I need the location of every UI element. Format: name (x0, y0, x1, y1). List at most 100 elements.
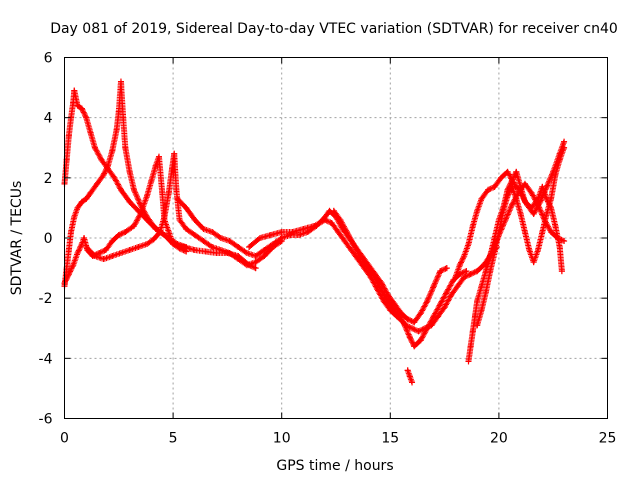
data-point (482, 262, 489, 269)
data-point (144, 213, 151, 220)
data-points (61, 78, 568, 386)
data-point (437, 268, 444, 275)
data-point (152, 162, 159, 169)
data-point (117, 186, 124, 193)
data-point (530, 210, 537, 217)
x-tick-label: 10 (273, 431, 291, 447)
data-point (131, 186, 138, 193)
data-point (71, 213, 78, 220)
data-point (174, 195, 181, 202)
data-point (261, 247, 268, 254)
data-point (102, 247, 109, 254)
data-point (554, 235, 561, 241)
data-point (406, 334, 413, 341)
data-point (150, 222, 157, 229)
data-point (322, 216, 329, 223)
data-point (150, 236, 157, 243)
data-point (226, 250, 233, 257)
data-point (311, 222, 318, 229)
data-point (104, 162, 111, 169)
data-point (502, 216, 509, 223)
data-point (348, 247, 355, 254)
data-point (441, 304, 448, 311)
data-point (137, 210, 144, 217)
series-track-12 (482, 180, 568, 269)
data-point (448, 292, 455, 299)
data-point (176, 245, 183, 252)
data-point (65, 247, 72, 254)
series-track-8 (404, 367, 416, 386)
data-point (508, 201, 515, 208)
data-point (450, 277, 457, 284)
data-point (191, 216, 198, 223)
data-point (415, 328, 422, 335)
data-point (122, 144, 129, 151)
data-point (409, 325, 416, 332)
data-point (452, 274, 459, 281)
data-point (126, 247, 133, 254)
data-point (83, 244, 90, 251)
data-point (435, 313, 442, 320)
data-point (109, 253, 116, 260)
x-tick-labels: 0 5 10 15 20 25 (60, 431, 616, 447)
data-point (411, 343, 418, 350)
data-point (417, 310, 424, 317)
data-point (191, 247, 198, 254)
series-track-7 (330, 207, 500, 335)
data-point (495, 231, 502, 238)
data-point (369, 271, 376, 278)
data-point (115, 108, 122, 115)
y-axis-label: SDTVAR / TECUs (9, 181, 25, 296)
data-point (515, 189, 522, 196)
data-point (83, 195, 90, 202)
data-point (135, 244, 142, 251)
data-point (70, 262, 77, 269)
data-point (552, 222, 559, 229)
x-tick-label: 20 (490, 431, 508, 447)
data-point (68, 228, 75, 235)
data-point (474, 322, 481, 329)
y-tick-label: 2 (44, 171, 53, 187)
data-point (165, 228, 172, 235)
data-point (256, 235, 263, 241)
series-track-5 (174, 195, 450, 326)
data-point (548, 228, 555, 235)
data-point (504, 192, 511, 199)
data-point (144, 241, 151, 248)
data-point (530, 259, 537, 266)
data-point (126, 198, 133, 205)
data-point (335, 228, 342, 235)
data-point (209, 244, 216, 251)
data-point (504, 168, 511, 175)
data-point (428, 322, 435, 329)
data-point (487, 268, 494, 275)
data-point (176, 216, 183, 223)
data-point (87, 189, 94, 196)
data-point (267, 231, 274, 238)
data-point (411, 319, 418, 326)
data-point (430, 283, 437, 290)
data-point (465, 358, 472, 365)
data-point (131, 222, 138, 229)
data-point (406, 373, 413, 380)
data-point (74, 250, 81, 257)
data-point (78, 241, 85, 248)
data-point (200, 225, 207, 232)
data-point (217, 247, 224, 254)
data-point (91, 253, 98, 260)
data-point (474, 207, 481, 214)
data-point (478, 307, 485, 314)
data-point (226, 238, 233, 245)
data-point (534, 201, 541, 208)
data-point (489, 247, 496, 254)
data-point (343, 228, 350, 235)
data-point (155, 153, 162, 160)
data-point (363, 262, 370, 269)
data-point (191, 231, 198, 238)
data-point (521, 228, 528, 235)
data-point (382, 295, 389, 302)
data-point (500, 207, 507, 214)
data-point (115, 231, 122, 238)
data-point (74, 102, 81, 109)
